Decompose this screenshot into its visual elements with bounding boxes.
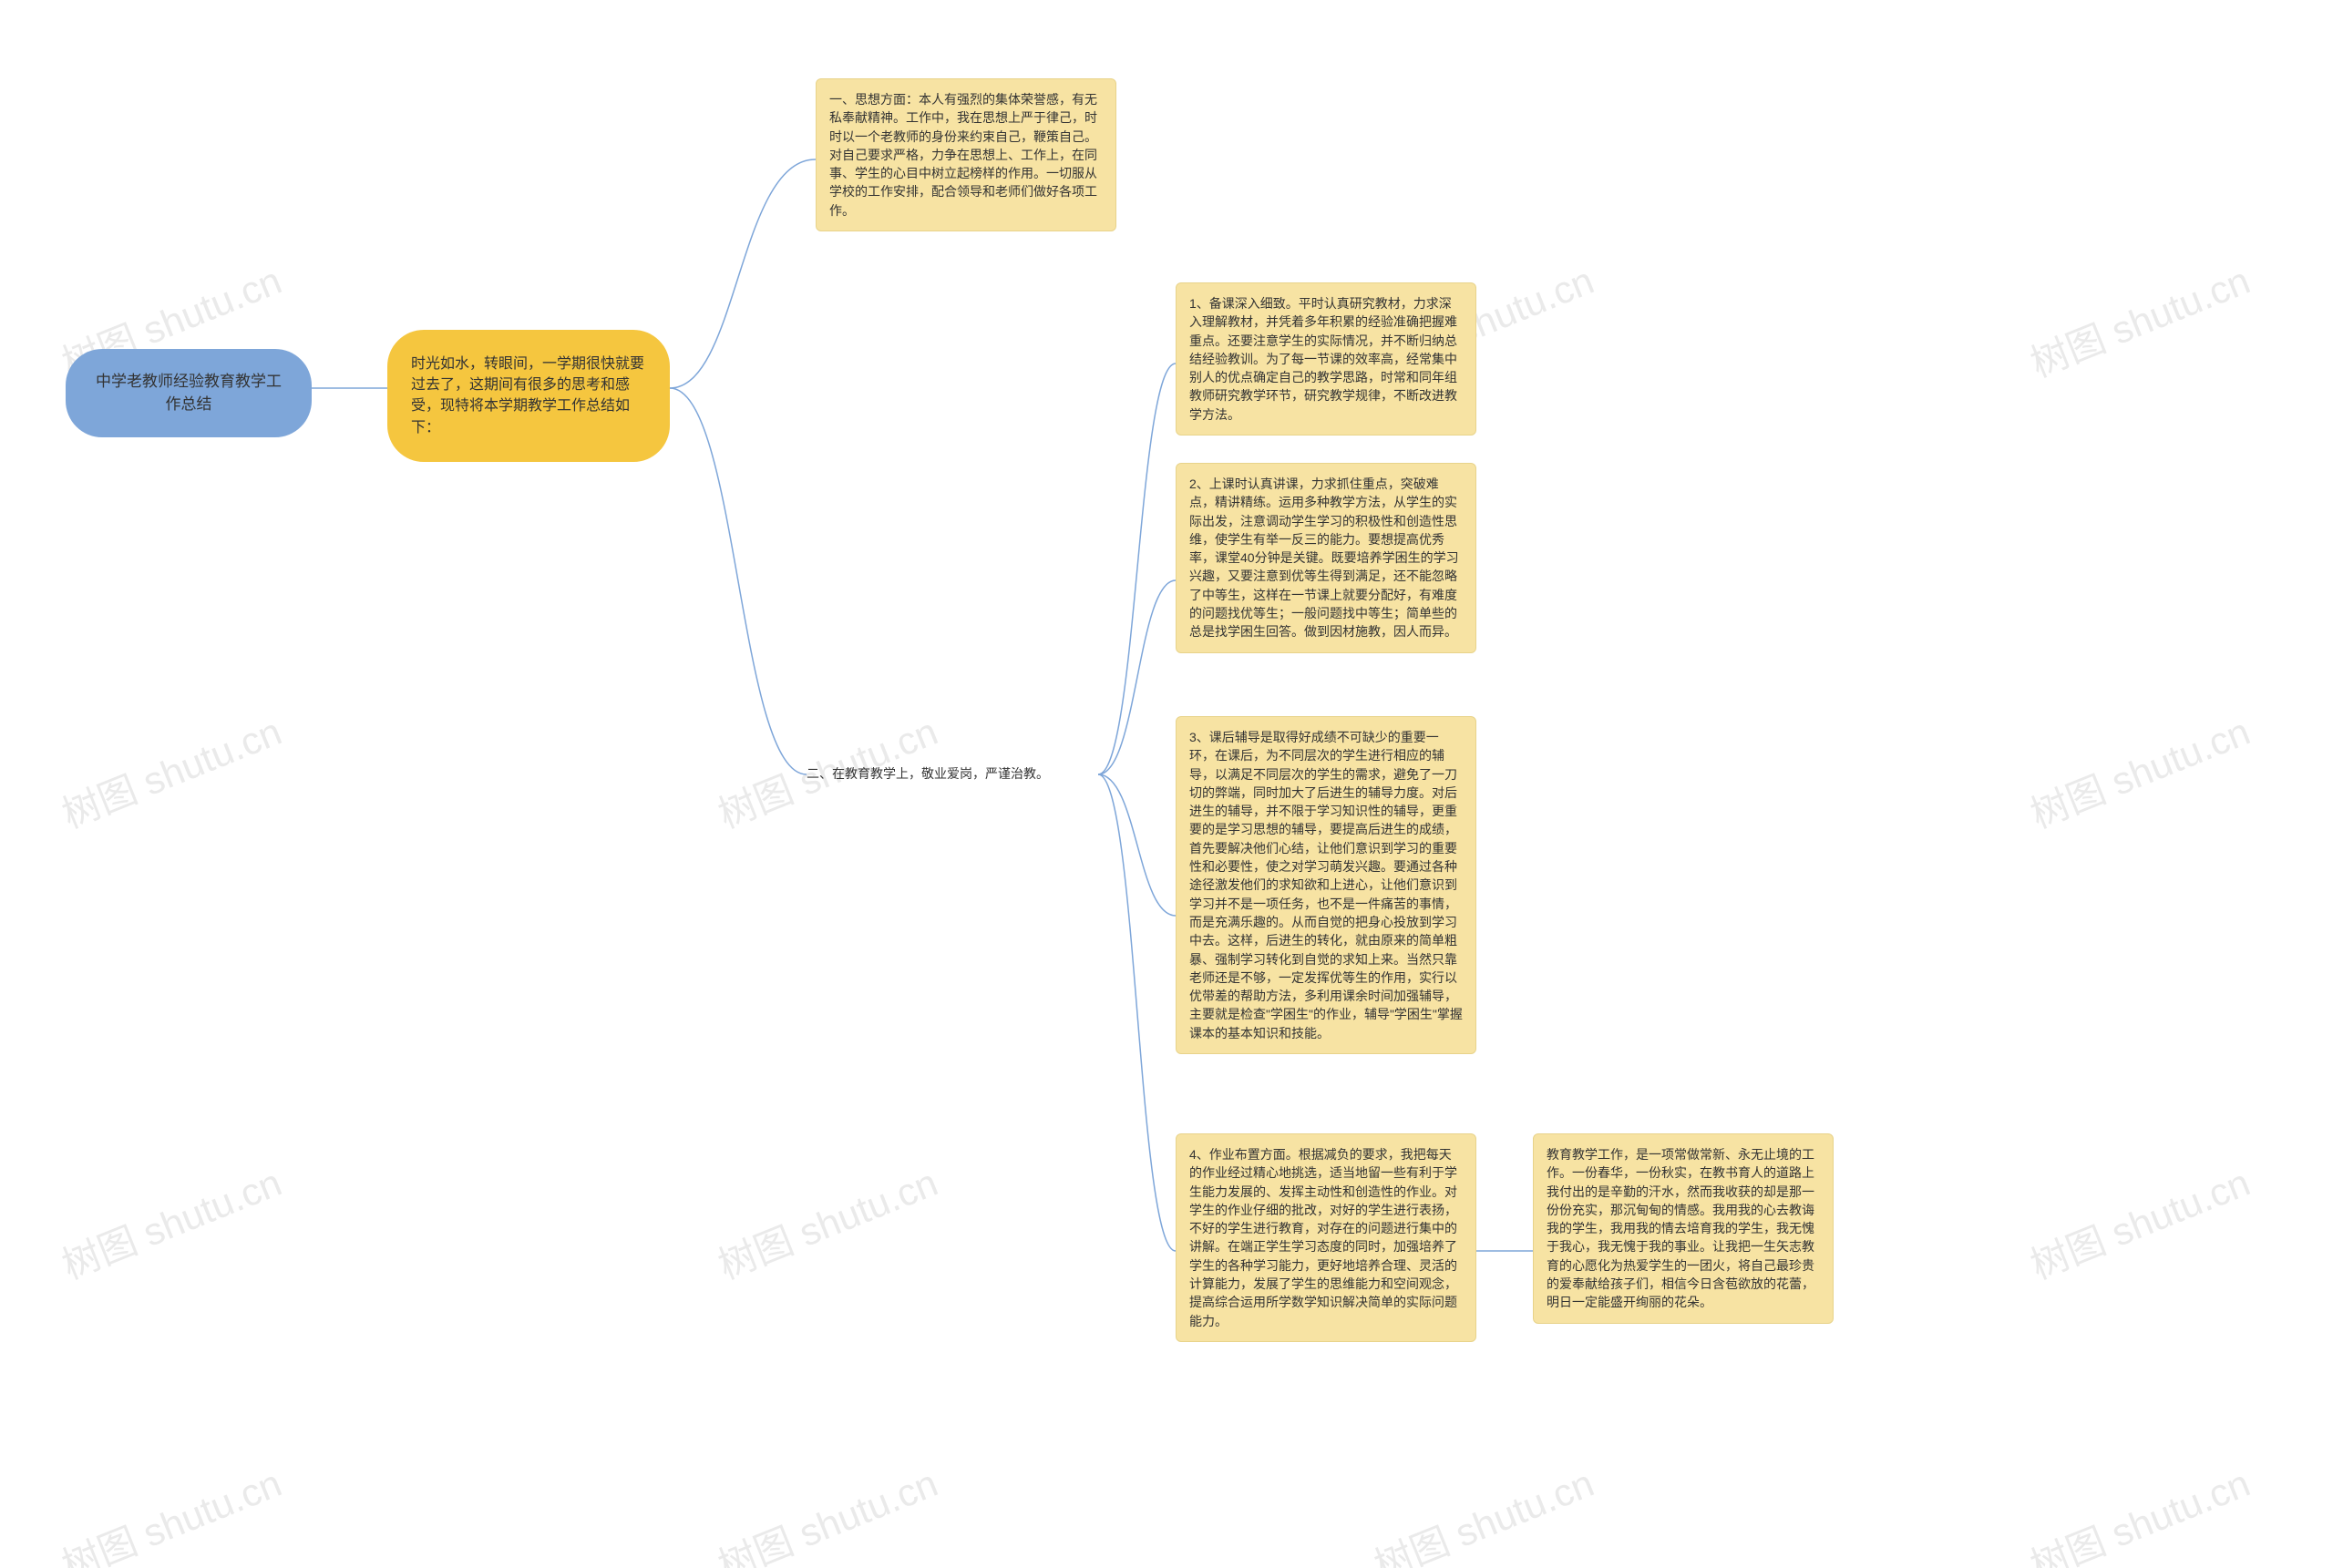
leaf1-node: 1、备课深入细致。平时认真研究教材，力求深入理解教材，并凭着多年积累的经验准确把… bbox=[1176, 282, 1476, 436]
leaf4-text: 4、作业布置方面。根据减负的要求，我把每天的作业经过精心地挑选，适当地留一些有利… bbox=[1189, 1147, 1457, 1328]
watermark: 树图 shutu.cn bbox=[53, 1153, 289, 1291]
leaf1-text: 1、备课深入细致。平时认真研究教材，力求深入理解教材，并凭着多年积累的经验准确把… bbox=[1189, 296, 1457, 422]
leaf3-text: 3、课后辅导是取得好成绩不可缺少的重要一环，在课后，为不同层次的学生进行相应的辅… bbox=[1189, 730, 1463, 1040]
watermark: 树图 shutu.cn bbox=[53, 702, 289, 840]
section2-label-text: 二、在教育教学上，敬业爱岗，严谨治教。 bbox=[807, 766, 1049, 781]
watermark: 树图 shutu.cn bbox=[709, 1453, 945, 1568]
root-node: 中学老教师经验教育教学工作总结 bbox=[66, 349, 312, 437]
leaf5-text: 教育教学工作，是一项常做常新、永无止境的工作。一份春华，一份秋实，在教书育人的道… bbox=[1547, 1147, 1814, 1309]
connector-lines bbox=[0, 0, 2333, 1568]
section1-text: 一、思想方面：本人有强烈的集体荣誉感，有无私奉献精神。工作中，我在思想上严于律己… bbox=[829, 92, 1097, 218]
watermark: 树图 shutu.cn bbox=[53, 1453, 289, 1568]
watermark: 树图 shutu.cn bbox=[2021, 251, 2257, 389]
leaf2-node: 2、上课时认真讲课，力求抓住重点，突破难点，精讲精练。运用多种教学方法，从学生的… bbox=[1176, 463, 1476, 653]
watermark: 树图 shutu.cn bbox=[2021, 702, 2257, 840]
leaf5-node: 教育教学工作，是一项常做常新、永无止境的工作。一份春华，一份秋实，在教书育人的道… bbox=[1533, 1133, 1834, 1324]
leaf4-node: 4、作业布置方面。根据减负的要求，我把每天的作业经过精心地挑选，适当地留一些有利… bbox=[1176, 1133, 1476, 1342]
section2-label: 二、在教育教学上，敬业爱岗，严谨治教。 bbox=[807, 764, 1098, 783]
watermark: 树图 shutu.cn bbox=[2021, 1453, 2257, 1568]
root-node-text: 中学老教师经验教育教学工作总结 bbox=[96, 373, 282, 413]
leaf2-text: 2、上课时认真讲课，力求抓住重点，突破难点，精讲精练。运用多种教学方法，从学生的… bbox=[1189, 477, 1459, 639]
intro-node: 时光如水，转眼间，一学期很快就要过去了，这期间有很多的思考和感受，现特将本学期教… bbox=[387, 330, 670, 462]
watermark: 树图 shutu.cn bbox=[2021, 1153, 2257, 1291]
intro-node-text: 时光如水，转眼间，一学期很快就要过去了，这期间有很多的思考和感受，现特将本学期教… bbox=[411, 356, 644, 436]
leaf3-node: 3、课后辅导是取得好成绩不可缺少的重要一环，在课后，为不同层次的学生进行相应的辅… bbox=[1176, 716, 1476, 1054]
section1-node: 一、思想方面：本人有强烈的集体荣誉感，有无私奉献精神。工作中，我在思想上严于律己… bbox=[816, 78, 1116, 231]
watermark: 树图 shutu.cn bbox=[709, 1153, 945, 1291]
watermark: 树图 shutu.cn bbox=[1365, 1453, 1601, 1568]
